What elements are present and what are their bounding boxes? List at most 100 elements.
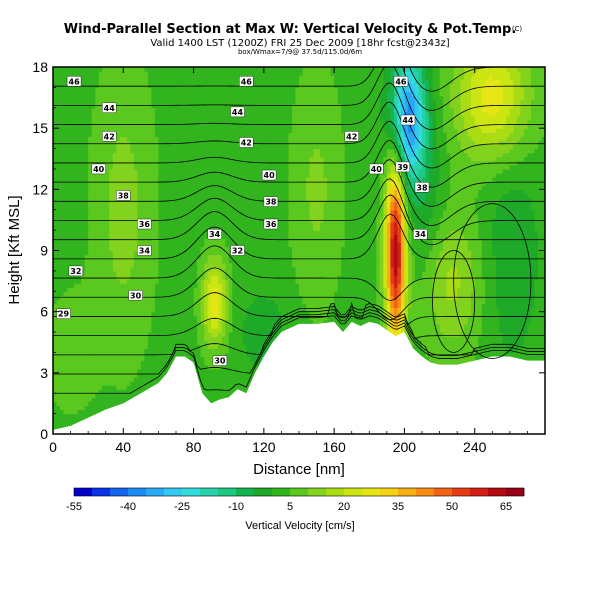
velocity-cell [105, 368, 110, 374]
velocity-cell [74, 364, 79, 370]
velocity-cell [211, 389, 216, 394]
velocity-cell [267, 323, 272, 329]
velocity-cell [60, 389, 65, 394]
velocity-cell [56, 336, 61, 341]
velocity-cell [418, 299, 423, 305]
velocity-cell [112, 287, 117, 292]
velocity-cell [63, 327, 68, 333]
velocity-cell [98, 356, 103, 362]
velocity-cell [537, 356, 543, 362]
velocity-cell [70, 299, 75, 305]
velocity-cell [369, 303, 374, 309]
velocity-cell [74, 385, 79, 390]
velocity-cell [193, 295, 198, 301]
velocity-cell [534, 332, 539, 337]
velocity-cell [460, 311, 465, 317]
velocity-cell [488, 332, 493, 337]
velocity-cell [197, 327, 202, 333]
velocity-cell [144, 287, 149, 292]
velocity-cell [232, 287, 237, 292]
velocity-cell [530, 348, 536, 354]
velocity-cell [313, 299, 318, 305]
velocity-cell [277, 307, 283, 313]
velocity-cell [422, 327, 427, 333]
velocity-cell [464, 295, 469, 301]
velocity-cell [249, 319, 254, 325]
velocity-cell [221, 307, 226, 313]
velocity-cell [133, 364, 138, 370]
velocity-cell [144, 372, 149, 378]
velocity-cell [56, 425, 61, 431]
velocity-cell [232, 344, 237, 349]
velocity-cell [126, 332, 131, 337]
velocity-cell [239, 311, 244, 317]
velocity-cell [450, 315, 455, 321]
velocity-cell [119, 348, 124, 354]
velocity-cell [168, 291, 174, 296]
velocity-cell [158, 315, 163, 321]
velocity-cell [214, 397, 219, 402]
velocity-cell [239, 368, 244, 374]
velocity-cell [211, 352, 216, 358]
velocity-cell [530, 291, 536, 296]
velocity-cell [277, 303, 283, 309]
velocity-cell [74, 417, 79, 423]
velocity-cell [133, 323, 138, 329]
velocity-cell [165, 332, 170, 337]
velocity-cell [140, 340, 145, 345]
velocity-cell [467, 307, 472, 313]
velocity-cell [67, 303, 72, 309]
velocity-cell [306, 299, 311, 305]
velocity-cell [200, 364, 205, 370]
velocity-cell [197, 315, 202, 321]
velocity-cell [263, 295, 268, 301]
velocity-cell [105, 389, 110, 394]
velocity-cell [351, 287, 356, 292]
velocity-cell [453, 323, 458, 329]
velocity-cell [418, 327, 423, 333]
velocity-cell [144, 356, 149, 362]
velocity-cell [232, 327, 237, 333]
velocity-cell [425, 352, 430, 358]
velocity-cell [126, 336, 131, 341]
velocity-cell [422, 291, 427, 296]
velocity-cell [541, 311, 545, 317]
velocity-cell [379, 323, 384, 329]
velocity-cell [232, 336, 237, 341]
velocity-cell [190, 336, 195, 341]
velocity-cell [77, 385, 82, 390]
velocity-cell [313, 311, 318, 317]
velocity-cell [228, 352, 233, 358]
velocity-cell [344, 323, 349, 329]
velocity-cell [214, 385, 219, 390]
velocity-cell [186, 303, 191, 309]
velocity-cell [414, 319, 420, 325]
velocity-cell [534, 340, 539, 345]
velocity-cell [95, 344, 100, 349]
velocity-cell [200, 344, 205, 349]
velocity-cell [443, 348, 448, 354]
velocity-cell [253, 340, 258, 345]
velocity-cell [485, 315, 490, 321]
velocity-cell [84, 295, 89, 301]
velocity-cell [502, 307, 507, 313]
velocity-cell [172, 319, 177, 325]
velocity-cell [509, 319, 514, 325]
velocity-cell [88, 287, 93, 292]
velocity-cell [126, 393, 131, 398]
velocity-cell [422, 299, 427, 305]
velocity-cell [147, 376, 152, 382]
velocity-cell [102, 364, 107, 370]
velocity-cell [60, 368, 65, 374]
velocity-cell [70, 348, 75, 354]
velocity-cell [91, 340, 96, 345]
velocity-cell [407, 336, 413, 341]
velocity-cell [337, 291, 342, 296]
velocity-cell [112, 315, 117, 321]
velocity-cell [453, 319, 458, 325]
velocity-cell [70, 303, 75, 309]
velocity-cell [299, 287, 304, 292]
velocity-cell [123, 295, 128, 301]
velocity-cell [495, 327, 500, 333]
velocity-cell [306, 287, 311, 292]
